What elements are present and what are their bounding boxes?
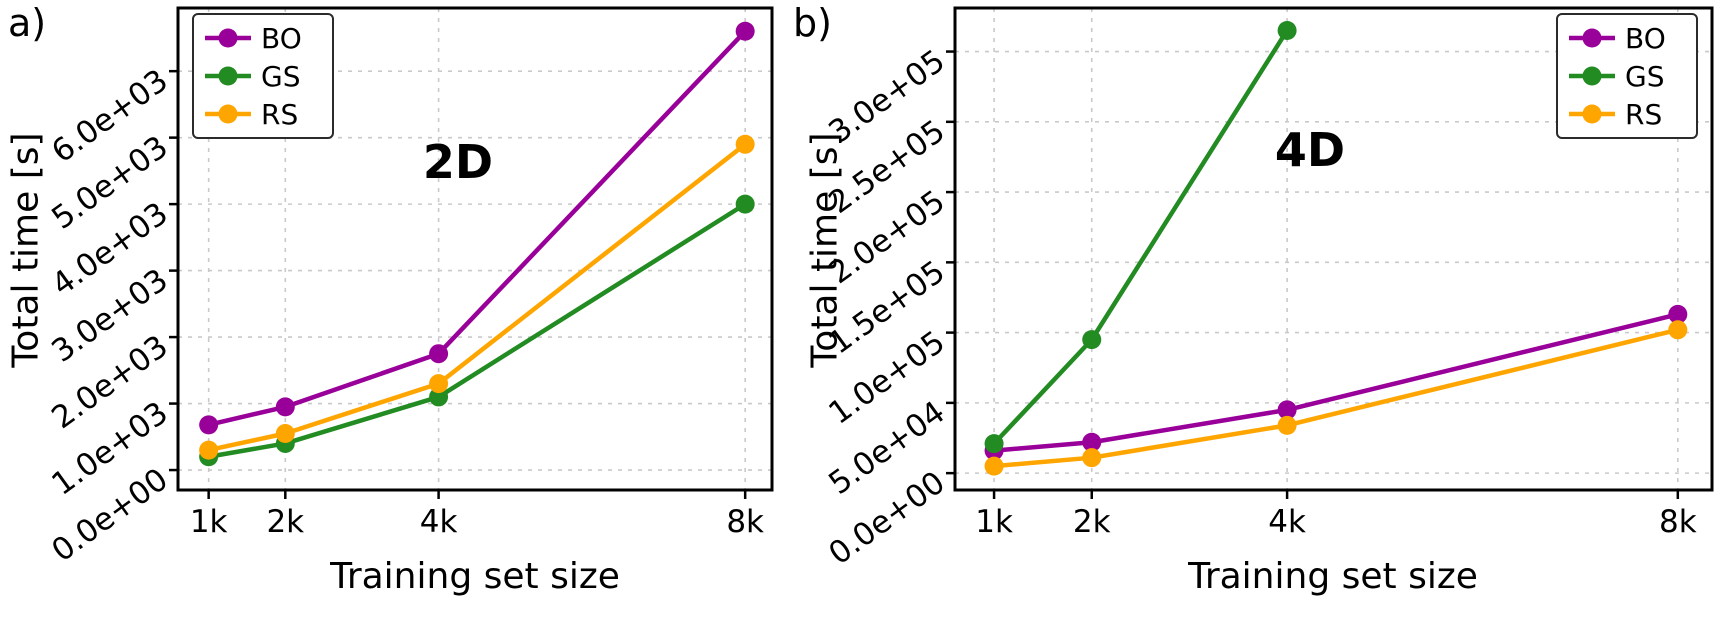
legend-marker-RS [218, 104, 238, 124]
x-tick-label: 2k [1073, 504, 1111, 540]
legend-label-GS: GS [1625, 60, 1664, 93]
data-point-GS [1082, 330, 1102, 350]
data-point-BO [1277, 400, 1297, 420]
data-point-BO [1082, 432, 1102, 452]
data-point-BO [735, 21, 755, 41]
y-tick-labels: 0.0e+001.0e+032.0e+033.0e+034.0e+035.0e+… [45, 63, 174, 570]
series-line-RS [993, 327, 1679, 469]
data-point-BO [275, 397, 295, 417]
x-tick-label: 8k [726, 504, 764, 540]
data-point-RS [1668, 320, 1688, 340]
panel-b: 1k 2k 4k 8k 0.0e+00 5.0e+04 1.0e+05 1.5e+05 2.0e… [785, 0, 1725, 625]
data-point-BO [429, 344, 449, 364]
legend-marker-GS [218, 66, 238, 86]
series-RS [199, 134, 755, 460]
data-point-RS [1277, 415, 1297, 435]
series-RS [984, 320, 1688, 476]
series-BO [984, 304, 1688, 461]
data-point-GS [735, 194, 755, 214]
data-point-BO [199, 415, 219, 435]
legend-label-GS: GS [261, 60, 300, 93]
data-point-BO [1668, 304, 1688, 324]
legend-marker-RS [1582, 104, 1602, 124]
series-line-GS [992, 29, 1290, 446]
x-tick-label: 8k [1659, 504, 1697, 540]
data-point-RS [275, 423, 295, 443]
legend-label-BO: BO [261, 22, 302, 55]
x-axis-label-b: Training set size [1188, 556, 1478, 597]
data-point-RS [984, 456, 1004, 476]
series-line-BO [208, 29, 747, 428]
data-point-RS [199, 440, 219, 460]
legend-marker-BO [218, 28, 238, 48]
x-tick-labels: 1k 2k 4k 8k [190, 504, 764, 540]
series-line-GS [208, 202, 747, 459]
legend: BO GS RS [1556, 13, 1698, 139]
legend: BO GS RS [192, 13, 334, 139]
x-tick-label: 4k [420, 504, 458, 540]
annotation-2d: 2D [422, 135, 494, 189]
x-tick-label: 2k [266, 504, 304, 540]
legend-marker-BO [1582, 28, 1602, 48]
x-tick-label: 4k [1268, 504, 1306, 540]
data-point-RS [429, 374, 449, 394]
y-axis-label-a: Total time [s] [5, 132, 47, 368]
data-point-GS [429, 387, 449, 407]
x-tick-label: 1k [190, 504, 228, 540]
y-axis-label-b: Total time [s] [804, 132, 846, 368]
series-BO [199, 21, 755, 435]
plot-area-a: 1k 2k 4k 8k 0.0e+001.0e+032.0e+033.0e+034.0e… [45, 6, 774, 570]
axes-frame [176, 6, 774, 492]
legend-label-BO: BO [1625, 22, 1666, 55]
data-point-RS [735, 134, 755, 154]
x-tick-labels: 1k 2k 4k 8k [975, 504, 1696, 540]
panel-label-b: b) [793, 1, 832, 45]
series-GS [984, 20, 1297, 454]
x-axis-label-a: Training set size [330, 556, 620, 597]
legend-marker-GS [1582, 66, 1602, 86]
series-line-RS [208, 142, 747, 453]
x-tick-label: 1k [975, 504, 1013, 540]
plot-area-b: 1k 2k 4k 8k0.0e+005.0e+041.0e+051.5e+052.0e… [822, 6, 1714, 572]
legend-label-RS: RS [1625, 98, 1662, 131]
annotation-4d: 4D [1274, 123, 1346, 177]
legend-label-RS: RS [261, 98, 298, 131]
data-point-GS [1277, 20, 1297, 40]
series-line-BO [993, 312, 1679, 453]
panel-label-a: a) [8, 1, 47, 45]
axes-frame [953, 6, 1714, 492]
data-point-GS [984, 434, 1004, 454]
panel-a: 1k 2k 4k 8k 0.0e+00 1.0e+03 2.0e+03 3.0e+03 4.0e… [0, 0, 785, 625]
data-point-RS [1082, 448, 1102, 468]
